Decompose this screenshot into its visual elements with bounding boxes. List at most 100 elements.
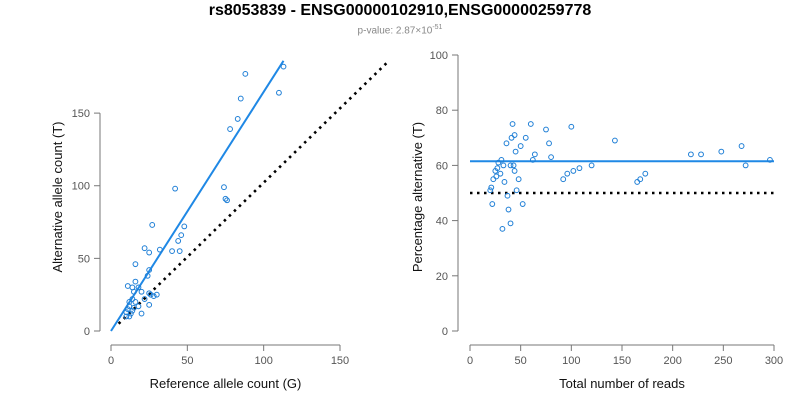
data-point [560, 176, 567, 183]
data-point [242, 70, 249, 77]
data-point [509, 121, 516, 127]
data-point [234, 116, 241, 122]
data-point [564, 170, 571, 177]
data-point [519, 201, 526, 207]
data-point [132, 278, 139, 285]
data-point [276, 89, 282, 96]
x-tick-label: 300 [765, 355, 783, 367]
data-point [612, 137, 618, 144]
data-point [546, 140, 552, 147]
data-point [531, 151, 538, 158]
data-point [146, 301, 153, 308]
data-point [507, 162, 514, 169]
y-tick-label: 50 [78, 253, 90, 265]
y-tick-label: 100 [72, 181, 90, 193]
data-point [147, 291, 154, 298]
data-point [511, 132, 518, 138]
chart-title: rs8053839 - ENSG00000102910,ENSG00000259… [208, 2, 592, 19]
data-point [224, 197, 230, 204]
data-point [507, 220, 514, 227]
data-point [742, 162, 749, 169]
data-point [132, 299, 139, 305]
data-point [280, 63, 287, 70]
reference-line [117, 59, 390, 325]
p-value-text: p-value: 2.87×10 [357, 25, 433, 37]
data-point [503, 140, 510, 147]
data-point [237, 95, 244, 102]
data-point [588, 162, 595, 169]
data-point [124, 283, 131, 289]
data-point [501, 179, 508, 185]
data-point [172, 185, 179, 192]
y-tick-label: 0 [442, 326, 448, 338]
data-point [489, 201, 496, 207]
x-axis-label: Reference allele count (G) [150, 376, 302, 391]
data-point [141, 296, 148, 302]
data-point [522, 134, 529, 141]
data-point [146, 249, 153, 256]
data-point [505, 206, 512, 213]
data-point [138, 288, 145, 295]
data-point [138, 310, 145, 317]
data-point [494, 165, 501, 172]
y-axis-label: Alternative allele count (T) [50, 121, 65, 272]
data-point [132, 261, 139, 268]
plot-panel-1: 0 50 100 150 0 50 100 150 Reference allele count… [50, 59, 390, 391]
data-point [221, 184, 227, 191]
data-point [499, 225, 506, 232]
data-point [169, 248, 175, 255]
data-point [513, 187, 520, 194]
fit-line [110, 60, 285, 332]
y-axis-label: Percentage alternative (T) [410, 122, 425, 272]
data-point [512, 148, 519, 155]
y-tick-label: 60 [436, 160, 448, 172]
data-point [548, 154, 554, 161]
data-point [688, 151, 694, 158]
data-point [497, 170, 504, 177]
data-point [698, 151, 704, 158]
data-point [156, 246, 163, 253]
y-tick-label: 80 [436, 105, 448, 117]
data-point [487, 187, 494, 194]
data-point [146, 290, 153, 297]
x-tick-label: 50 [181, 355, 193, 367]
x-tick-label: 200 [663, 355, 681, 367]
data-point [515, 176, 522, 183]
data-point [576, 165, 583, 172]
x-tick-label: 250 [714, 355, 732, 367]
data-point [543, 126, 549, 133]
data-point [488, 184, 495, 191]
data-point [149, 222, 156, 228]
data-point [500, 162, 507, 169]
data-point [126, 299, 133, 305]
data-point [511, 168, 518, 174]
data-point [637, 176, 644, 183]
y-tick-label: 40 [436, 216, 448, 228]
data-point [153, 291, 160, 298]
data-point [504, 192, 511, 199]
x-axis-label: Total number of reads [559, 376, 685, 391]
data-point [642, 170, 649, 177]
data-point [227, 126, 233, 132]
data-point [718, 148, 725, 155]
x-tick-label: 50 [515, 355, 527, 367]
data-point [493, 173, 500, 180]
data-point [570, 168, 577, 174]
data-point [498, 156, 505, 163]
data-point [146, 267, 153, 273]
data-point [129, 307, 136, 314]
x-tick-label: 0 [467, 355, 473, 367]
x-tick-label: 0 [108, 355, 114, 367]
data-point [176, 248, 183, 255]
data-point [127, 310, 134, 317]
data-point [129, 284, 136, 291]
data-point [178, 232, 185, 239]
data-point [129, 296, 136, 302]
x-tick-label: 100 [254, 355, 272, 367]
x-tick-label: 150 [331, 355, 349, 367]
data-point [568, 123, 575, 130]
y-tick-label: 150 [72, 108, 90, 120]
y-tick-label: 20 [436, 271, 448, 283]
data-point [517, 143, 524, 149]
